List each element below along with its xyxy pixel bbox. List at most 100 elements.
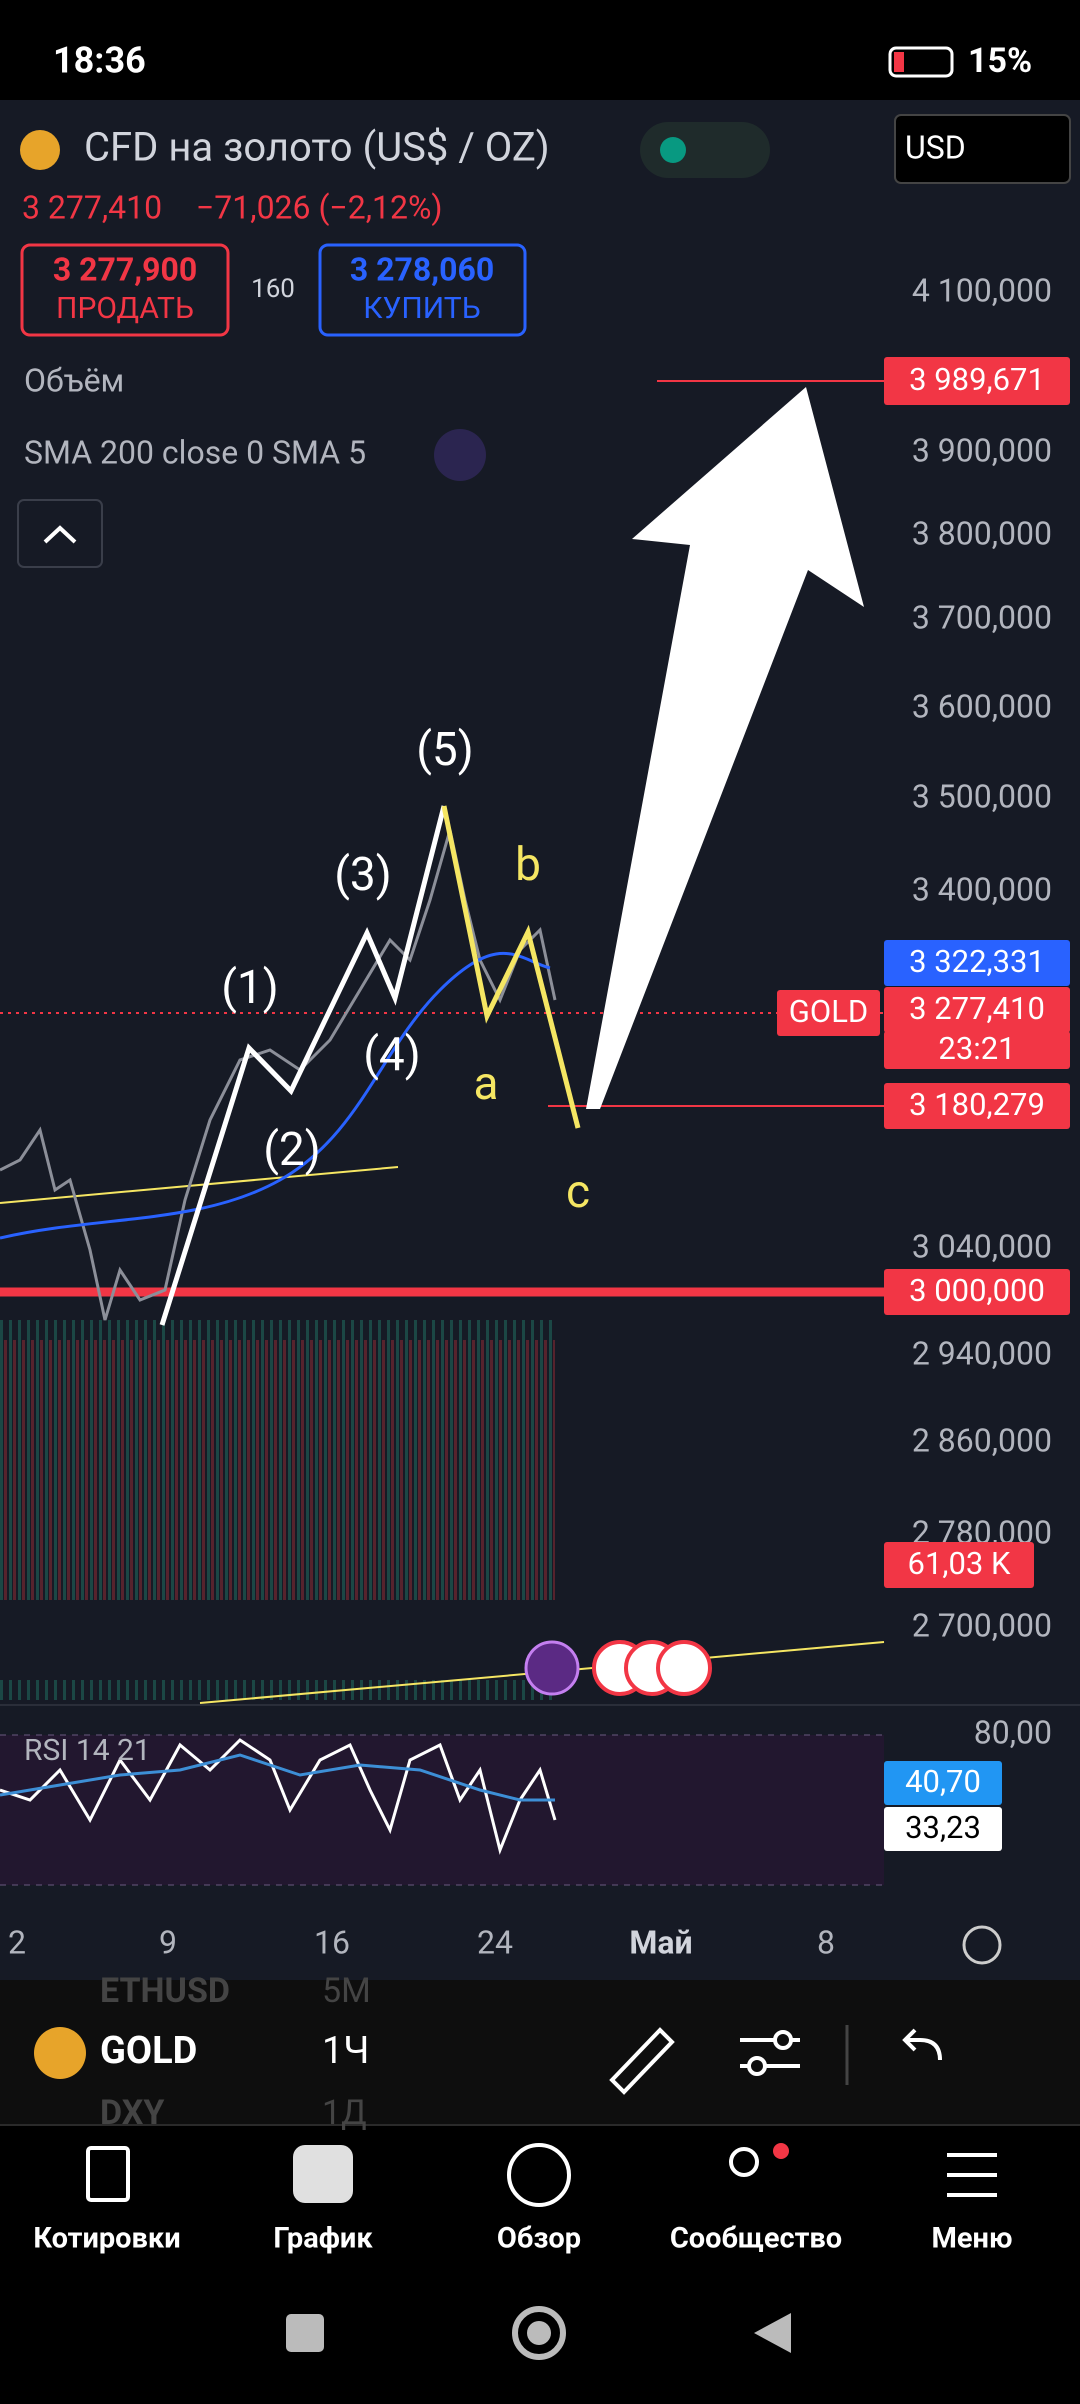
collapse-button[interactable] — [17, 499, 103, 568]
watchlist-symbol: DXY — [100, 2093, 164, 2133]
price-tag: 3 180,279 — [909, 1086, 1045, 1123]
chevron-icon — [43, 525, 77, 544]
price-axis-label: 2 940,000 — [912, 1334, 1052, 1372]
price-tag-bg — [884, 940, 1070, 986]
buy-button[interactable] — [318, 243, 527, 337]
battery-icon — [888, 46, 954, 78]
impulse-wave — [159, 805, 447, 1326]
price-axis-label: 3 040,000 — [912, 1227, 1052, 1265]
community-icon[interactable] — [729, 2147, 759, 2177]
price-tag-bg — [884, 1269, 1070, 1315]
sell-price: 3 277,900 — [53, 250, 197, 288]
watchlist-interval: 1Ч — [322, 2029, 369, 2073]
price-tag: 3 000,000 — [909, 1272, 1045, 1309]
price-tag-bg — [884, 1083, 1070, 1129]
trend-line — [0, 1166, 399, 1204]
explore-icon[interactable] — [507, 2143, 571, 2207]
price-tag-bg — [884, 1761, 1002, 1805]
refresh-icon[interactable] — [434, 429, 486, 481]
price-change: −71,026 (−2,12%) — [196, 188, 443, 226]
price-axis-label: 3 400,000 — [912, 870, 1052, 908]
notification-dot — [773, 2143, 789, 2159]
spread: 160 — [251, 274, 295, 304]
correction-wave — [441, 805, 581, 1129]
back-button[interactable] — [754, 2313, 791, 2353]
nav-label[interactable]: Котировки — [33, 2222, 180, 2256]
price-axis-label: 4 100,000 — [912, 271, 1052, 309]
price-tag-bg — [884, 357, 1070, 405]
watchlist-interval: 5М — [322, 1971, 371, 2011]
wave-label: a — [473, 1057, 498, 1111]
event-icon[interactable] — [524, 1640, 580, 1696]
clock: 18:36 — [53, 40, 146, 82]
gold-icon — [34, 2027, 86, 2079]
price-tag: 3 989,671 — [909, 361, 1045, 398]
event-icon[interactable] — [656, 1640, 712, 1696]
time-axis-label: 8 — [817, 1923, 835, 1961]
price-axis-label: 80,00 — [974, 1713, 1052, 1751]
wave-label: c — [566, 1165, 590, 1219]
time-axis-label: Май — [629, 1923, 692, 1961]
volume-label: Объём — [24, 361, 124, 399]
time-axis-label: 24 — [477, 1923, 513, 1961]
sma-line — [0, 951, 551, 1240]
chart-icon[interactable] — [293, 2145, 353, 2203]
wave-label: (3) — [334, 848, 392, 902]
price-tag: 3 277,410 — [909, 990, 1045, 1027]
nav-label[interactable]: График — [273, 2222, 373, 2256]
volume-bars — [0, 1320, 555, 1700]
battery-text: 15% — [968, 41, 1032, 81]
home-button-dot — [527, 2321, 551, 2345]
watchlist-interval: 1Д — [322, 2093, 367, 2133]
wave-label: (2) — [263, 1123, 321, 1177]
price-tag-bg — [884, 1542, 1034, 1588]
wave-label: b — [515, 838, 541, 892]
price-tag: 3 322,331 — [909, 943, 1045, 980]
market-open-dot — [660, 137, 686, 163]
price-axis-label: 3 500,000 — [912, 777, 1052, 815]
currency-select[interactable] — [894, 114, 1071, 184]
draw-tool[interactable] — [609, 2027, 675, 2095]
price-tag-bg — [777, 990, 880, 1036]
settings-icon[interactable] — [962, 1925, 1002, 1965]
price-tag: 40,70 — [905, 1763, 981, 1800]
watchlist-symbol: ETHUSD — [100, 1971, 230, 2011]
price-axis-label: 3 900,000 — [912, 431, 1052, 469]
price-axis-label: 2 860,000 — [912, 1421, 1052, 1459]
toolbar — [0, 1980, 1080, 2125]
wave-label: (1) — [221, 961, 279, 1015]
nav-label[interactable]: Обзор — [497, 2222, 581, 2256]
status-pill — [640, 122, 770, 178]
time-axis-label: 2 — [8, 1923, 26, 1961]
home-button[interactable] — [512, 2306, 566, 2360]
currency: USD — [905, 128, 966, 166]
buy-price: 3 278,060 — [350, 250, 494, 288]
indicator-tool[interactable] — [740, 2030, 800, 2076]
price-tag: 61,03 K — [908, 1545, 1011, 1582]
menu-icon[interactable] — [947, 2153, 997, 2197]
price-axis-label: 3 700,000 — [912, 598, 1052, 636]
recents-button[interactable] — [286, 2314, 324, 2352]
time-axis-label: 9 — [159, 1923, 177, 1961]
price-tag-bg — [884, 1807, 1002, 1851]
undo[interactable] — [902, 2028, 942, 2061]
last-price: 3 277,410 — [22, 188, 162, 226]
price-tag: 23:21 — [938, 1030, 1015, 1067]
price-tag-bg — [884, 1031, 1070, 1069]
nav-label[interactable]: Меню — [932, 2222, 1013, 2256]
quotes-icon[interactable] — [86, 2146, 130, 2202]
buy-label: КУПИТЬ — [363, 291, 480, 326]
price-axis-label: 2 700,000 — [912, 1606, 1052, 1644]
price-tag-bg — [884, 987, 1070, 1033]
rsi-pane — [0, 1735, 884, 1885]
sell-label: ПРОДАТЬ — [56, 291, 194, 326]
nav-label[interactable]: Сообщество — [670, 2222, 842, 2256]
sma-label: SMA 200 close 0 SMA 5 — [24, 433, 366, 471]
time-axis-label: 16 — [314, 1923, 350, 1961]
symbol-title: CFD на золото (US$ / OZ) — [84, 124, 550, 171]
price-axis-label: 3 600,000 — [912, 687, 1052, 725]
gold-icon — [20, 130, 60, 170]
sell-button[interactable] — [20, 243, 230, 337]
battery-level — [894, 52, 904, 72]
